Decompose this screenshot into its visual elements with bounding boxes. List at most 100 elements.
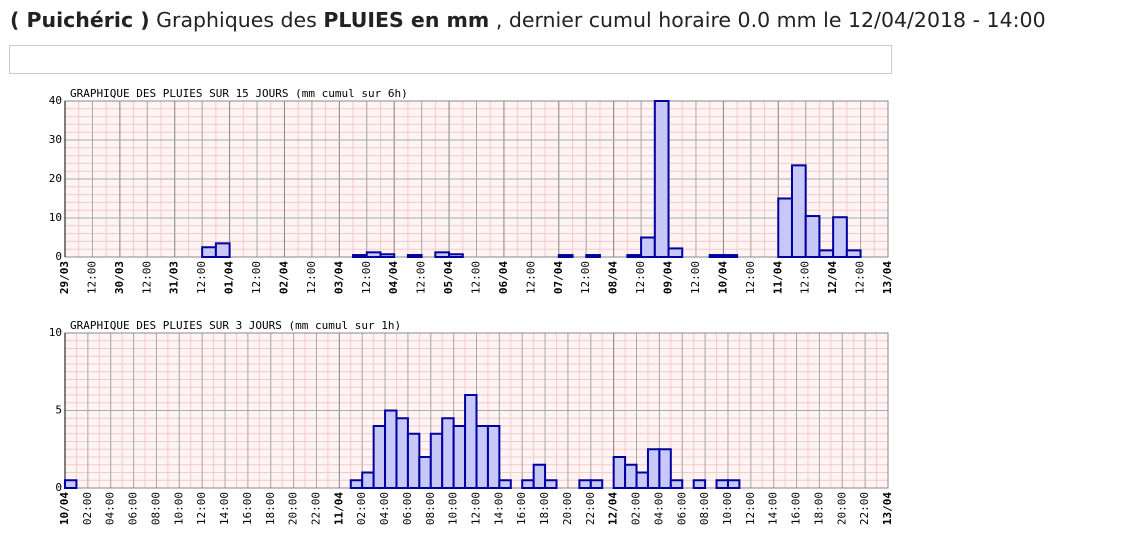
x-tick-label: 06/04 xyxy=(497,261,510,294)
bar xyxy=(349,479,364,489)
y-tick-label: 40 xyxy=(49,94,62,107)
y-tick-label: 0 xyxy=(55,250,62,263)
header-text: , dernier cumul horaire 0.0 mm le 12/04/… xyxy=(495,8,1046,32)
bar xyxy=(64,479,78,489)
x-tick-label: 30/03 xyxy=(113,261,126,294)
bar xyxy=(578,479,592,489)
x-tick-label: 10:00 xyxy=(172,492,185,525)
x-tick-label: 12:00 xyxy=(689,261,702,294)
x-tick-label: 06:00 xyxy=(127,492,140,525)
x-tick-label: 10:00 xyxy=(447,492,460,525)
place: ( Puichéric ) xyxy=(10,8,150,32)
x-tick-label: 12:00 xyxy=(305,261,318,294)
bar xyxy=(372,425,387,489)
bar xyxy=(521,479,535,489)
x-tick-label: 02:00 xyxy=(630,492,643,525)
x-tick-label: 13/04 xyxy=(881,261,894,294)
x-tick-label: 12/04 xyxy=(826,261,839,294)
x-tick-label: 12:00 xyxy=(415,261,428,294)
bar xyxy=(612,456,627,489)
bar xyxy=(452,425,467,489)
bar xyxy=(722,254,739,259)
header-text: Graphiques des xyxy=(156,8,317,32)
bar xyxy=(845,249,862,258)
bar xyxy=(486,425,501,489)
bar xyxy=(201,246,217,258)
bar xyxy=(790,164,807,259)
x-tick-label: 12:00 xyxy=(470,261,483,294)
x-tick-label: 29/03 xyxy=(58,261,71,294)
x-tick-label: 10/04 xyxy=(716,261,729,294)
bar xyxy=(667,247,684,258)
x-tick-label: 22:00 xyxy=(858,492,871,525)
bar xyxy=(624,463,638,489)
x-tick-label: 18:00 xyxy=(264,492,277,525)
x-tick-label: 12:00 xyxy=(634,261,647,294)
x-tick-label: 12:00 xyxy=(360,261,373,294)
x-tick-label: 04:00 xyxy=(652,492,665,525)
x-tick-label: 11/04 xyxy=(771,261,784,294)
bar xyxy=(406,432,421,489)
x-tick-label: 12:00 xyxy=(744,492,757,525)
y-tick-label: 30 xyxy=(49,133,62,146)
x-tick-label: 12:00 xyxy=(250,261,263,294)
x-tick-label: 12:00 xyxy=(579,261,592,294)
bar xyxy=(640,236,656,258)
bar xyxy=(777,197,793,258)
bar xyxy=(498,479,512,489)
bar xyxy=(626,254,643,259)
bar xyxy=(715,479,729,489)
y-tick-label: 0 xyxy=(55,481,62,494)
x-tick-label: 16:00 xyxy=(241,492,254,525)
x-tick-label: 06:00 xyxy=(401,492,414,525)
x-tick-label: 20:00 xyxy=(835,492,848,525)
y-tick-label: 10 xyxy=(49,211,62,224)
bar xyxy=(441,417,455,489)
x-tick-label: 31/03 xyxy=(168,261,181,294)
bar xyxy=(804,215,821,259)
bar xyxy=(406,254,423,259)
input-box[interactable] xyxy=(9,45,892,74)
bar xyxy=(692,479,707,489)
x-tick-label: 08/04 xyxy=(607,261,620,294)
x-tick-label: 12:00 xyxy=(195,261,208,294)
bar xyxy=(395,417,409,489)
bar xyxy=(585,254,601,259)
x-tick-label: 12:00 xyxy=(140,261,153,294)
x-tick-label: 04/04 xyxy=(387,261,400,294)
y-tick-label: 20 xyxy=(49,172,62,185)
bar xyxy=(646,448,661,489)
bar xyxy=(352,254,368,259)
x-tick-label: 01/04 xyxy=(223,261,236,294)
x-tick-label: 04:00 xyxy=(104,492,117,525)
x-tick-label: 04:00 xyxy=(378,492,391,525)
x-tick-label: 10:00 xyxy=(721,492,734,525)
x-tick-label: 02:00 xyxy=(355,492,368,525)
y-tick-label: 5 xyxy=(55,404,62,417)
bar xyxy=(658,448,672,489)
x-tick-label: 12:00 xyxy=(799,261,812,294)
bar xyxy=(429,432,444,489)
bar xyxy=(464,394,478,489)
bar xyxy=(361,471,375,489)
y-tick-label: 10 xyxy=(49,326,62,339)
bar xyxy=(557,254,574,259)
x-tick-label: 13/04 xyxy=(881,492,894,525)
x-tick-label: 16:00 xyxy=(515,492,528,525)
bar xyxy=(635,471,649,489)
bar xyxy=(669,479,684,489)
x-tick-label: 08:00 xyxy=(149,492,162,525)
x-tick-label: 12:00 xyxy=(470,492,483,525)
x-tick-label: 22:00 xyxy=(309,492,322,525)
bar xyxy=(434,251,451,259)
bar xyxy=(214,242,231,259)
bar xyxy=(818,249,835,258)
x-tick-label: 18:00 xyxy=(812,492,825,525)
x-tick-label: 12:00 xyxy=(195,492,208,525)
bar xyxy=(544,479,558,489)
x-tick-label: 07/04 xyxy=(552,261,565,294)
x-tick-label: 09/04 xyxy=(662,261,675,294)
bar xyxy=(448,253,464,259)
